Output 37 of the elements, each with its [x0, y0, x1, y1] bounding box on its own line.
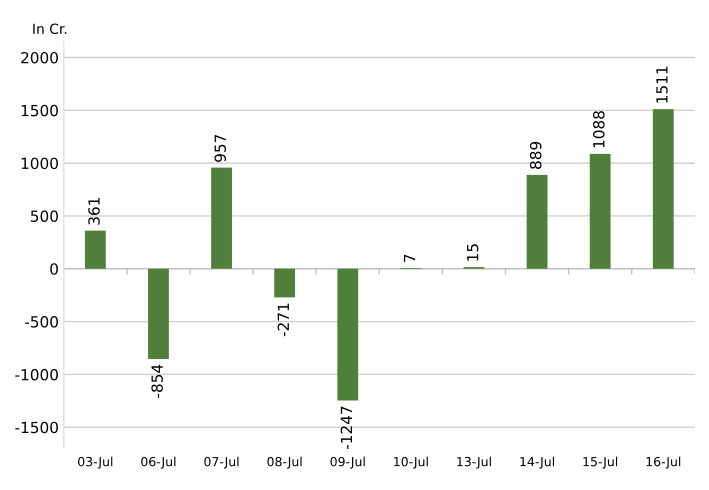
x-tick-label: 14-Jul: [520, 456, 554, 469]
bar: [590, 154, 611, 269]
data-label: 957: [214, 134, 226, 162]
x-tick-label: 10-Jul: [394, 456, 428, 469]
bar: [337, 268, 358, 400]
y-tick-label: -1500: [15, 422, 58, 434]
x-tick-label: 13-Jul: [457, 456, 491, 469]
y-tick-label: -500: [25, 316, 58, 328]
bar: [526, 174, 548, 269]
data-label: 15: [467, 244, 478, 261]
y-tick-label: -1000: [15, 368, 58, 380]
x-tick-label: 03-Jul: [78, 456, 112, 469]
data-label: -854: [151, 364, 163, 398]
data-label: 361: [88, 198, 100, 225]
x-tick-label: 06-Jul: [141, 456, 176, 469]
y-tick-label: 1000: [22, 158, 58, 170]
y-axis-title: In Cr.: [33, 24, 66, 34]
x-tick-label: 15-Jul: [583, 456, 618, 469]
x-tick-label: 16-Jul: [646, 456, 680, 469]
bar: [84, 230, 106, 269]
bar: [652, 109, 674, 269]
data-label: -271: [278, 304, 289, 336]
y-tick-label: 0: [50, 263, 58, 275]
x-tick-label: 07-Jul: [204, 456, 238, 469]
y-tick-label: 1500: [22, 104, 58, 116]
data-label: 1088: [593, 111, 605, 148]
x-tick-label: 08-Jul: [267, 456, 302, 469]
y-tick-label: 2000: [21, 52, 58, 64]
data-label: 889: [530, 142, 542, 169]
data-label: 1511: [656, 66, 668, 103]
bar: [148, 268, 169, 359]
y-tick-label: 500: [30, 210, 58, 222]
data-label: 7: [404, 254, 416, 262]
data-label: -1247: [340, 406, 352, 450]
x-tick-label: 09-Jul: [330, 456, 365, 469]
bar: [274, 268, 296, 298]
bar: [211, 168, 232, 269]
